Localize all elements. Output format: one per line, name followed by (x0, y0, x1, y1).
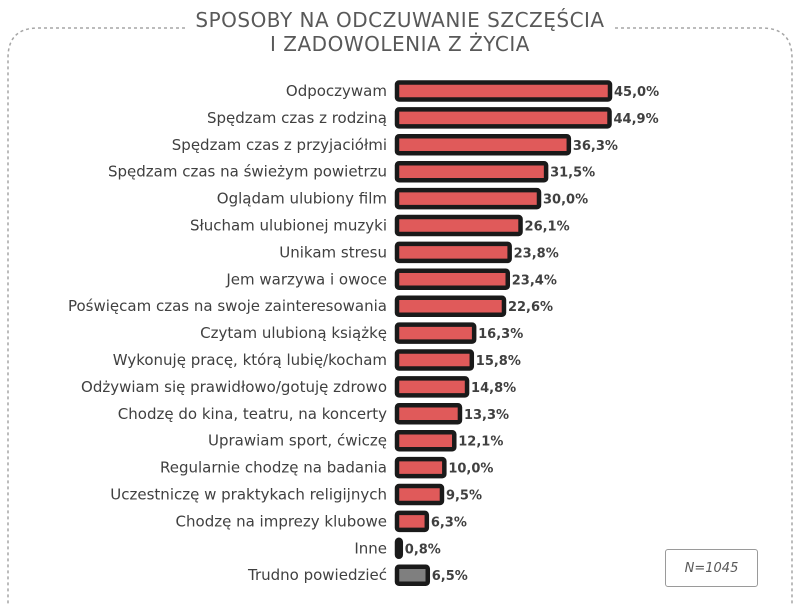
bar-11 (394, 349, 475, 371)
category-label-19: Trudno powiedzieć (247, 566, 387, 584)
value-label-5: 30,0% (543, 193, 588, 208)
bar-8 (394, 268, 511, 291)
category-label-1: Odpoczywam (286, 82, 387, 100)
category-label-10: Czytam ulubioną książkę (200, 324, 387, 342)
value-label-2: 44,9% (614, 112, 659, 127)
bar-2 (394, 107, 612, 129)
value-label-3: 36,3% (573, 139, 618, 154)
value-label-16: 9,5% (446, 489, 482, 504)
category-label-15: Regularnie chodzę na badania (160, 459, 387, 477)
value-label-12: 14,8% (471, 381, 516, 396)
category-label-3: Spędzam czas z przyjaciółmi (172, 136, 387, 154)
category-label-2: Spędzam czas z rodziną (207, 109, 387, 127)
value-label-11: 15,8% (476, 354, 521, 369)
bar-15 (394, 456, 447, 479)
value-label-4: 31,5% (550, 166, 595, 181)
category-label-18: Inne (354, 539, 387, 557)
category-label-16: Uczestniczę w praktykach religijnych (110, 486, 387, 504)
category-label-4: Spędzam czas na świeżym powietrzu (108, 163, 387, 181)
bar-18 (394, 537, 404, 560)
bar-16 (394, 483, 445, 506)
bar-4 (394, 160, 549, 183)
value-label-1: 45,0% (614, 85, 659, 100)
bar-6 (394, 214, 523, 237)
category-label-11: Wykonuję pracę, którą lubię/kocham (113, 351, 387, 369)
category-label-5: Oglądam ulubiony film (217, 190, 387, 208)
bar-10 (394, 322, 477, 344)
category-label-6: Słucham ulubionej muzyki (190, 217, 387, 235)
value-label-6: 26,1% (525, 220, 570, 235)
value-label-9: 22,6% (508, 300, 553, 315)
value-label-15: 10,0% (448, 462, 493, 477)
chart-title-line-1: SPOSOBY NA ODCZUWANIE SZCZĘŚCIA (195, 8, 605, 32)
sample-size-note: N=1045 (665, 549, 758, 587)
value-label-14: 12,1% (458, 435, 503, 450)
bar-13 (394, 403, 463, 425)
bar-12 (394, 376, 470, 398)
chart-title-line-2: I ZADOWOLENIA Z ŻYCIA (270, 32, 530, 56)
bar-17 (394, 510, 430, 533)
bar-19 (394, 564, 431, 586)
category-label-9: Poświęcam czas na swoje zainteresowania (68, 297, 387, 315)
bar-7 (394, 241, 512, 264)
value-label-8: 23,4% (512, 273, 557, 288)
bar-1 (394, 80, 613, 102)
value-label-17: 6,3% (431, 515, 467, 530)
category-label-17: Chodzę na imprezy klubowe (176, 512, 387, 530)
category-label-8: Jem warzywa i owoce (225, 270, 387, 288)
value-label-18: 0,8% (405, 542, 441, 557)
value-label-7: 23,8% (514, 246, 559, 261)
bar-3 (394, 134, 572, 156)
value-label-10: 16,3% (478, 327, 523, 342)
bar-14 (394, 429, 457, 452)
category-label-13: Chodzę do kina, teatru, na koncerty (118, 405, 387, 423)
category-label-12: Odżywiam się prawidłowo/gotuję zdrowo (81, 378, 387, 396)
bar-9 (394, 295, 507, 317)
category-label-7: Unikam stresu (279, 243, 387, 261)
value-label-19: 6,5% (432, 569, 468, 584)
bar-5 (394, 187, 542, 210)
value-label-13: 13,3% (464, 408, 509, 423)
category-label-14: Uprawiam sport, ćwiczę (208, 432, 387, 450)
